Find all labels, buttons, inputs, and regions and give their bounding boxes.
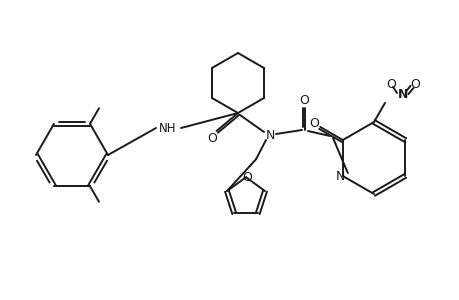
Text: N: N <box>336 169 345 182</box>
Text: O: O <box>309 116 319 130</box>
Text: O: O <box>207 133 217 146</box>
Text: O: O <box>241 171 252 184</box>
Text: N: N <box>265 128 274 142</box>
Text: N: N <box>397 88 407 101</box>
Text: O: O <box>298 94 308 106</box>
Text: O: O <box>409 78 419 92</box>
Text: NH: NH <box>159 122 176 134</box>
Text: O: O <box>385 78 395 92</box>
